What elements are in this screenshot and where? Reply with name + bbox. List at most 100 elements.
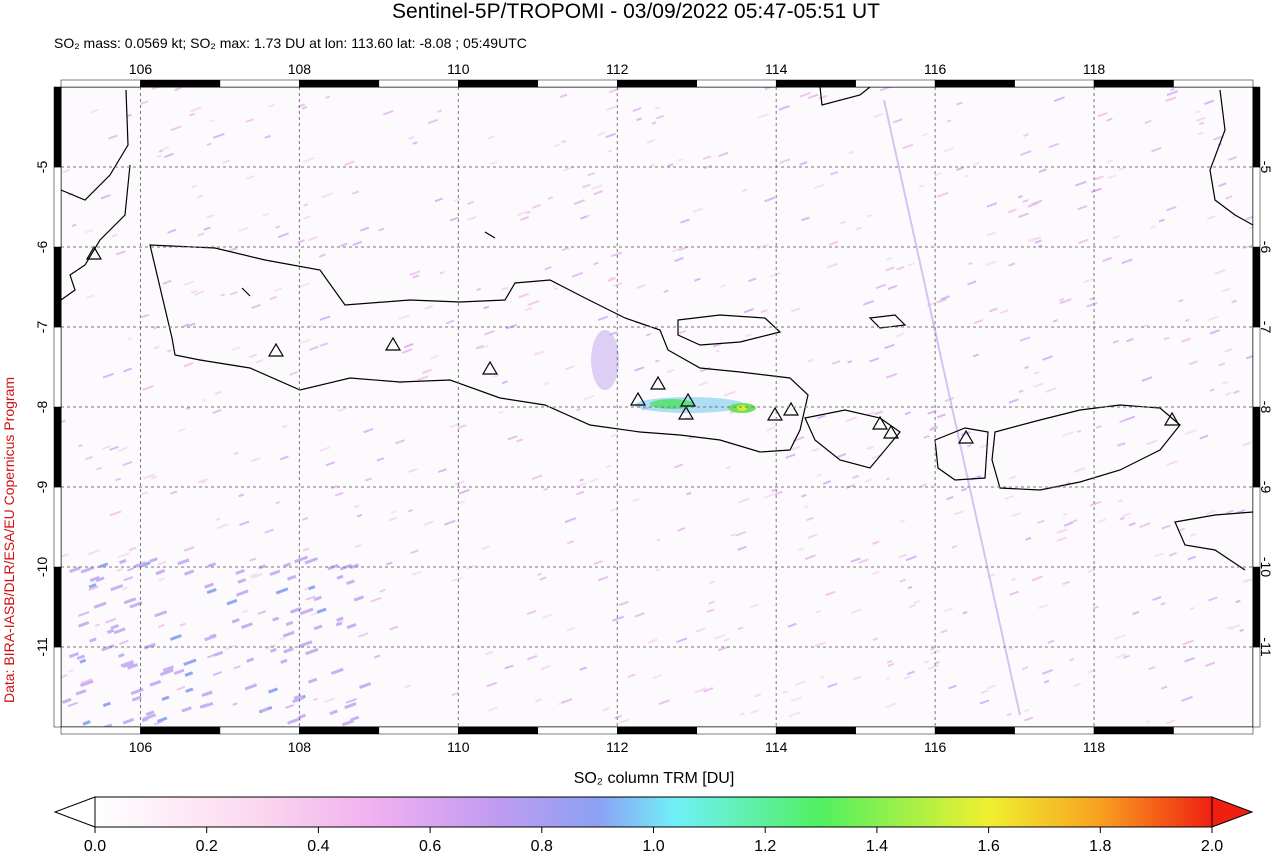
- noise-pixel: [285, 704, 294, 709]
- noise-pixel: [69, 566, 81, 574]
- noise-pixel: [267, 687, 279, 694]
- coastline: [149, 244, 809, 453]
- noise-pixel: [258, 564, 266, 570]
- noise-pixel: [164, 152, 174, 159]
- noise-pixel: [929, 426, 938, 432]
- noise-pixel: [287, 717, 302, 725]
- noise-pixel: [1141, 376, 1153, 382]
- noise-pixel: [297, 239, 305, 244]
- noise-pixel: [325, 95, 331, 99]
- noise-pixel: [492, 373, 500, 378]
- noise-pixel: [822, 480, 832, 485]
- noise-pixel: [157, 716, 168, 723]
- noise-pixel: [749, 603, 759, 609]
- x-tick-label: 114: [765, 61, 788, 77]
- noise-pixel: [632, 107, 642, 113]
- noise-pixel: [80, 566, 95, 574]
- noise-pixel: [183, 658, 197, 666]
- noise-pixel: [737, 626, 744, 631]
- noise-pixel: [968, 261, 973, 266]
- noise-pixel: [720, 284, 726, 288]
- noise-pixel: [972, 353, 980, 358]
- noise-pixel: [319, 342, 328, 347]
- coastline: [677, 314, 782, 346]
- noise-pixel: [357, 632, 369, 638]
- noise-pixel: [597, 315, 609, 322]
- noise-pixel: [68, 668, 75, 673]
- noise-pixel: [817, 414, 826, 420]
- frame-band: [1173, 79, 1254, 88]
- noise-pixel: [872, 540, 880, 545]
- noise-pixel: [412, 274, 420, 279]
- noise-pixel: [1209, 388, 1215, 392]
- noise-pixel: [117, 552, 130, 559]
- noise-pixel: [852, 474, 860, 479]
- noise-pixel: [1224, 195, 1233, 200]
- noise-pixel: [184, 671, 194, 677]
- noise-pixel: [188, 322, 196, 327]
- y-tick-label: -9: [34, 481, 50, 494]
- colorbar-over: [1211, 796, 1254, 828]
- noise-pixel: [424, 305, 434, 310]
- noise-pixel: [1102, 256, 1113, 263]
- noise-pixel: [655, 114, 664, 120]
- noise-pixel: [183, 361, 194, 368]
- noise-pixel: [966, 444, 972, 448]
- noise-pixel: [820, 675, 825, 680]
- noise-pixel: [204, 690, 213, 697]
- noise-pixel: [794, 680, 806, 687]
- x-tick-label: 110: [447, 739, 470, 755]
- noise-pixel: [85, 294, 95, 300]
- noise-pixel: [1248, 224, 1253, 230]
- noise-pixel: [589, 477, 599, 483]
- noise-pixel: [1008, 262, 1016, 267]
- noise-pixel: [956, 166, 964, 171]
- noise-pixel: [257, 610, 267, 615]
- coastline: [241, 231, 907, 329]
- noise-pixel: [150, 475, 158, 480]
- noise-pixel: [1048, 142, 1060, 149]
- noise-pixel: [183, 323, 190, 328]
- noise-pixel: [134, 561, 147, 569]
- noise-pixel: [301, 105, 308, 110]
- noise-pixel: [561, 246, 570, 252]
- noise-pixel: [814, 641, 827, 648]
- y-tick-label: -5: [1258, 161, 1272, 174]
- noise-pixel: [1097, 111, 1108, 118]
- noise-pixel: [427, 118, 439, 125]
- map: [61, 87, 1253, 727]
- noise-pixel: [927, 409, 937, 415]
- frame-band: [378, 726, 459, 735]
- noise-pixel: [1011, 577, 1016, 582]
- noise-pixel: [434, 197, 443, 203]
- noise-pixel: [235, 589, 249, 597]
- noise-pixel: [1203, 99, 1215, 106]
- noise-pixel: [645, 332, 652, 337]
- noise-pixel: [1225, 509, 1234, 515]
- noise-pixel: [1008, 398, 1019, 404]
- noise-pixel: [1165, 205, 1177, 212]
- x-tick-label: 108: [288, 739, 312, 755]
- noise-pixel: [488, 706, 499, 712]
- noise-pixel: [754, 693, 762, 698]
- noise-pixel: [251, 303, 261, 309]
- noise-pixel: [864, 478, 872, 483]
- y-tick-label: -9: [1258, 481, 1272, 494]
- noise-pixel: [1053, 96, 1066, 103]
- noise-pixel: [479, 344, 489, 350]
- noise-pixel: [800, 493, 807, 498]
- noise-pixel: [158, 577, 165, 582]
- noise-pixel: [507, 435, 518, 441]
- noise-pixel: [1083, 277, 1094, 284]
- noise-pixel: [467, 200, 475, 205]
- noise-pixel: [268, 103, 276, 108]
- noise-pixel: [1008, 646, 1014, 651]
- noise-pixel: [920, 483, 928, 488]
- noise-pixel: [445, 319, 455, 325]
- noise-pixel: [867, 214, 872, 218]
- frame-band: [1014, 726, 1095, 735]
- noise-pixel: [1165, 719, 1176, 725]
- noise-pixel: [973, 319, 984, 325]
- noise-pixel: [346, 579, 355, 586]
- noise-pixel: [1077, 205, 1088, 211]
